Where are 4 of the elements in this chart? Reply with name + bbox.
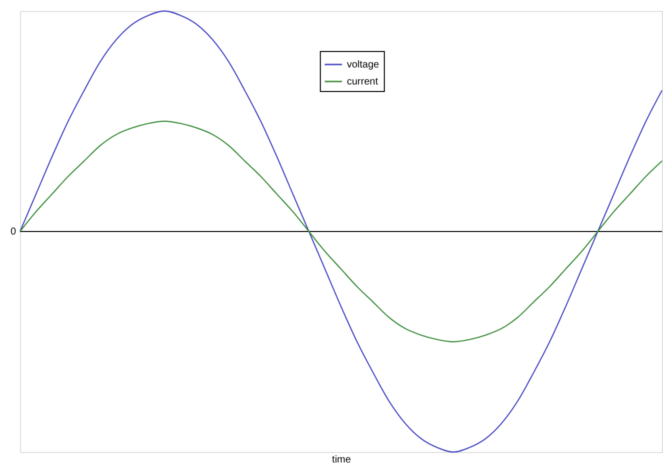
text: 0 — [10, 226, 16, 238]
legend-label: voltage — [346, 60, 380, 70]
legend-label: current — [346, 76, 378, 88]
x-axis-title: time — [332, 454, 352, 466]
